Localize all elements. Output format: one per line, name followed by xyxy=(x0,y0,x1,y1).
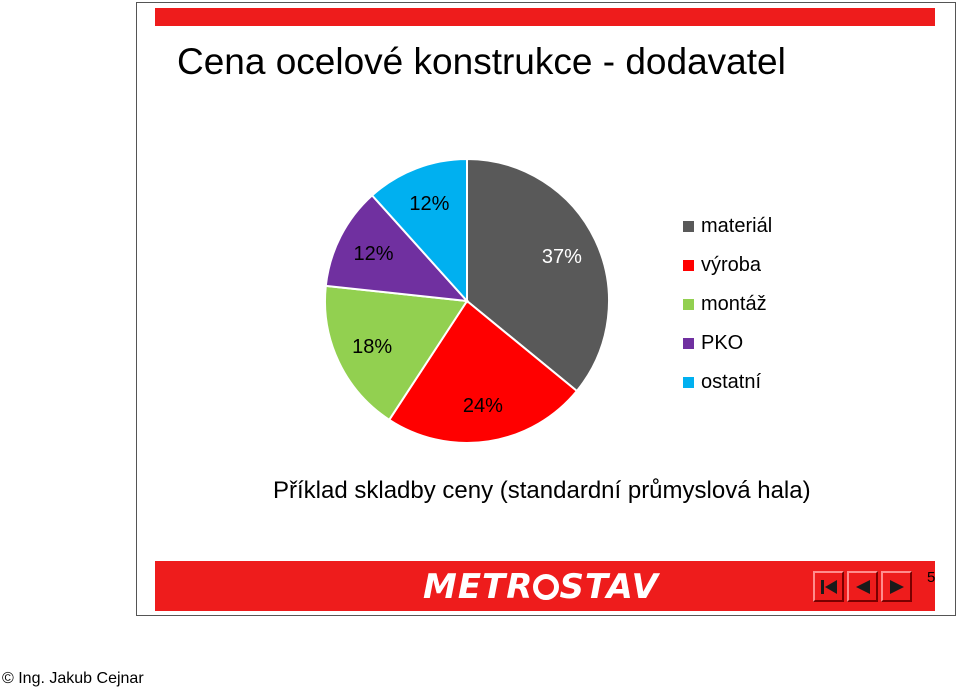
legend-swatch-0 xyxy=(683,221,694,232)
legend-label-3: PKO xyxy=(701,332,744,354)
top-decor-bar xyxy=(155,8,935,26)
footer-bar: METR STAV 5 xyxy=(155,561,935,611)
slide-nav xyxy=(813,571,912,602)
legend-item-0: materiál xyxy=(683,207,772,246)
chart-legend: materiál výroba montáž PKO ostatní xyxy=(683,207,772,402)
pie-slice-1 xyxy=(387,299,579,444)
pie-label-3: 12% xyxy=(354,243,394,265)
pie-slice-0 xyxy=(466,157,610,393)
legend-label-4: ostatní xyxy=(701,371,762,393)
legend-item-1: výroba xyxy=(683,246,772,285)
next-slide-button[interactable] xyxy=(881,571,912,602)
pie-chart: 37% 24% 18% 12% 12% xyxy=(317,151,617,451)
first-slide-icon xyxy=(820,579,837,594)
pie-chart-svg: 37% 24% 18% 12% 12% xyxy=(324,157,610,444)
slide-caption: Příklad skladby ceny (standardní průmysl… xyxy=(273,477,811,504)
legend-label-1: výroba xyxy=(701,254,762,276)
legend-item-3: PKO xyxy=(683,324,772,363)
legend-label-0: materiál xyxy=(701,215,773,237)
previous-slide-button[interactable] xyxy=(847,571,878,602)
pie-slice-4 xyxy=(370,157,468,304)
pie-label-1: 24% xyxy=(463,395,503,417)
legend-label-2: montáž xyxy=(701,293,767,315)
metrostav-logo: METR STAV xyxy=(423,567,659,607)
legend-swatch-2 xyxy=(683,299,694,310)
pie-slice-3 xyxy=(324,193,470,303)
first-slide-button[interactable] xyxy=(813,571,844,602)
pie-label-2: 18% xyxy=(352,336,392,358)
slide-title: Cena ocelové konstrukce - dodavatel xyxy=(177,41,786,82)
legend-item-2: montáž xyxy=(683,285,772,324)
legend-item-4: ostatní xyxy=(683,363,772,402)
slide: Cena ocelové konstrukce - dodavatel 37% 2… xyxy=(136,2,956,616)
legend-swatch-1 xyxy=(683,260,694,271)
slide-number: 5 xyxy=(927,569,936,586)
pie-label-4: 12% xyxy=(409,193,449,215)
next-slide-icon xyxy=(889,579,904,594)
previous-slide-icon xyxy=(855,579,870,594)
legend-swatch-4 xyxy=(683,377,694,388)
pie-label-0: 37% xyxy=(542,246,582,268)
pie-slice-2 xyxy=(324,284,469,422)
legend-swatch-3 xyxy=(683,338,694,349)
author-credit: © Ing. Jakub Cejnar xyxy=(2,670,144,687)
